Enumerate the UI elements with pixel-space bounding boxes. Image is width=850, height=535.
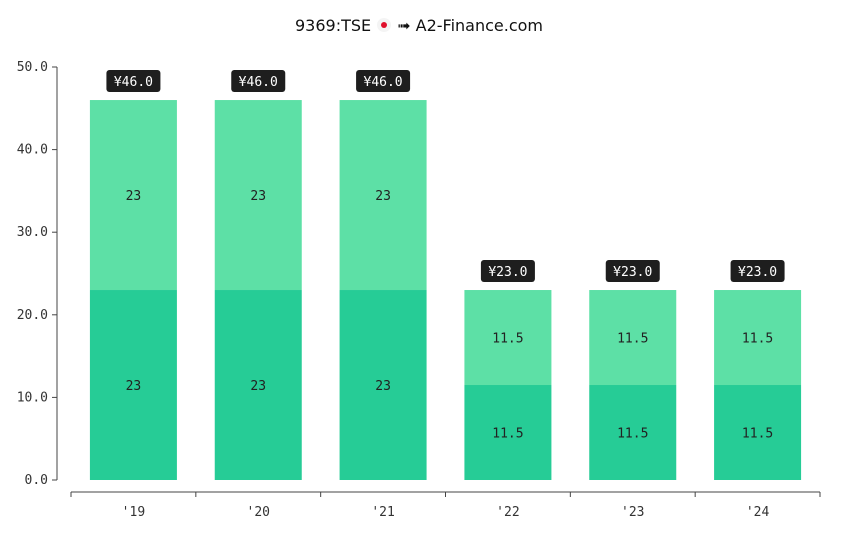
segment-value-label: 23 bbox=[375, 379, 391, 394]
total-value-label: ¥23.0 bbox=[488, 265, 527, 280]
x-tick-label: '20 bbox=[247, 505, 270, 520]
total-label-badge bbox=[106, 70, 161, 93]
bar-segment-1 bbox=[714, 385, 802, 480]
total-label-badge bbox=[480, 260, 535, 283]
total-value-label: ¥46.0 bbox=[239, 75, 278, 90]
ticker-label: 9369:TSE bbox=[294, 16, 372, 35]
x-tick-label: '21 bbox=[371, 505, 394, 520]
total-label-badge bbox=[605, 260, 660, 283]
y-tick-label: 50.0 bbox=[17, 60, 48, 75]
segment-value-label: 11.5 bbox=[492, 332, 523, 347]
x-tick-label: '19 bbox=[122, 505, 145, 520]
segment-value-label: 11.5 bbox=[617, 332, 648, 347]
bar-segment-1 bbox=[89, 290, 177, 480]
segment-value-label: 23 bbox=[126, 379, 142, 394]
segment-value-label: 11.5 bbox=[617, 427, 648, 442]
total-label-badge bbox=[231, 70, 286, 93]
segment-value-label: 11.5 bbox=[742, 427, 773, 442]
x-tick-label: '23 bbox=[621, 505, 644, 520]
total-value-label: ¥23.0 bbox=[738, 265, 777, 280]
chart-title: 9369:TSE ➟ A2-Finance.com bbox=[0, 16, 838, 35]
y-tick-label: 40.0 bbox=[17, 143, 48, 158]
bar-segment-2 bbox=[589, 290, 677, 386]
y-tick-label: 20.0 bbox=[17, 308, 48, 323]
y-tick-label: 0.0 bbox=[25, 473, 48, 488]
bar-segment-1 bbox=[214, 290, 302, 480]
segment-value-label: 11.5 bbox=[742, 332, 773, 347]
segment-value-label: 23 bbox=[126, 189, 142, 204]
total-value-label: ¥23.0 bbox=[613, 265, 652, 280]
bar-segment-1 bbox=[589, 385, 677, 480]
y-tick-label: 30.0 bbox=[17, 225, 48, 240]
x-tick-label: '24 bbox=[746, 505, 770, 520]
total-label-badge bbox=[730, 260, 785, 283]
segment-value-label: 23 bbox=[250, 379, 266, 394]
site-label: A2-Finance.com bbox=[415, 16, 544, 35]
bar-segment-2 bbox=[714, 290, 802, 386]
segment-value-label: 23 bbox=[250, 189, 266, 204]
total-value-label: ¥46.0 bbox=[114, 75, 153, 90]
y-tick-label: 10.0 bbox=[17, 390, 48, 405]
bar-segment-2 bbox=[339, 100, 427, 291]
arrow-icon: ➟ bbox=[397, 16, 411, 35]
bar-segment-1 bbox=[464, 385, 552, 480]
total-label-badge bbox=[356, 70, 411, 93]
segment-value-label: 11.5 bbox=[492, 427, 523, 442]
bar-segment-2 bbox=[214, 100, 302, 291]
total-value-label: ¥46.0 bbox=[364, 75, 403, 90]
bar-segment-2 bbox=[464, 290, 552, 386]
segment-value-label: 23 bbox=[375, 189, 391, 204]
bar-segment-2 bbox=[89, 100, 177, 291]
japan-flag-icon bbox=[377, 18, 392, 32]
x-tick-label: '22 bbox=[496, 505, 519, 520]
bar-segment-1 bbox=[339, 290, 427, 480]
